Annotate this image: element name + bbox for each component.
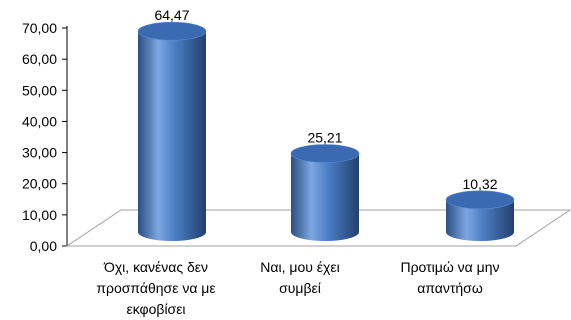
category-label-line: προσπάθησε να με [96, 280, 215, 296]
category-label: Προτιμώ να μην απαντήσω [400, 259, 499, 296]
bar-3 [445, 190, 515, 241]
category-label-line: Ναι, μου έχει [260, 259, 339, 275]
category-label-line: απαντήσω [417, 280, 483, 296]
bar-body [291, 153, 359, 241]
y-tick-label: 30,00 [22, 145, 57, 161]
y-tick-label: 50,00 [22, 82, 57, 98]
y-tick-label: 20,00 [22, 176, 57, 192]
bar-top [290, 144, 360, 163]
bar-top [445, 190, 515, 210]
y-tick-label: 10,00 [22, 207, 57, 223]
y-tick-label: 0,00 [30, 238, 57, 254]
bar-2 [290, 144, 360, 241]
category-label: Όχι, κανένας δεν προσπάθησε να με εκφοβίσε… [96, 259, 215, 317]
bar-1 [137, 21, 207, 241]
y-tick-label: 60,00 [22, 51, 57, 67]
chart-floor [65, 209, 571, 247]
category-label-line: συμβεί [279, 280, 321, 296]
data-label: 10,32 [462, 176, 497, 192]
data-label: 25,21 [307, 129, 342, 145]
category-label-line: εκφοβίσει [126, 301, 185, 317]
data-label: 64,47 [154, 7, 189, 23]
bar-body [446, 199, 514, 241]
bar-top [137, 21, 207, 41]
category-label-line: Προτιμώ να μην [400, 259, 499, 275]
category-label-line: Όχι, κανένας δεν [103, 259, 208, 275]
category-label: Ναι, μου έχει συμβεί [260, 259, 339, 296]
y-tick-label: 70,00 [22, 20, 57, 36]
bar-body [138, 31, 206, 241]
y-tick-label: 40,00 [22, 113, 57, 129]
